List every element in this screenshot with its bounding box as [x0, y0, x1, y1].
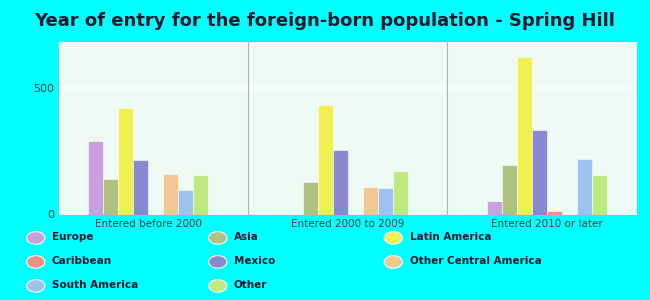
Bar [547, 211, 562, 214]
Bar [178, 190, 193, 214]
Text: Asia: Asia [234, 232, 259, 242]
Bar [378, 188, 393, 214]
Bar [193, 175, 208, 214]
Bar [163, 174, 178, 214]
Bar [592, 175, 607, 214]
Bar [502, 165, 517, 214]
Bar [488, 200, 502, 214]
Text: South America: South America [52, 280, 138, 290]
Text: Other Central America: Other Central America [410, 256, 541, 266]
Text: Latin America: Latin America [410, 232, 491, 242]
Bar [58, 42, 637, 214]
Bar [363, 187, 378, 214]
Bar [133, 160, 148, 214]
Text: Caribbean: Caribbean [52, 256, 112, 266]
Text: Year of entry for the foreign-born population - Spring Hill: Year of entry for the foreign-born popul… [34, 12, 616, 30]
Bar [532, 130, 547, 214]
Text: Mexico: Mexico [234, 256, 276, 266]
Bar [303, 182, 318, 214]
Text: Other: Other [234, 280, 267, 290]
Bar [118, 108, 133, 214]
Bar [393, 171, 408, 214]
Text: Europe: Europe [52, 232, 94, 242]
Bar [88, 141, 103, 214]
Bar [103, 179, 118, 214]
Bar [577, 159, 592, 214]
Bar [318, 105, 333, 214]
Bar [517, 57, 532, 215]
Bar [333, 150, 348, 214]
